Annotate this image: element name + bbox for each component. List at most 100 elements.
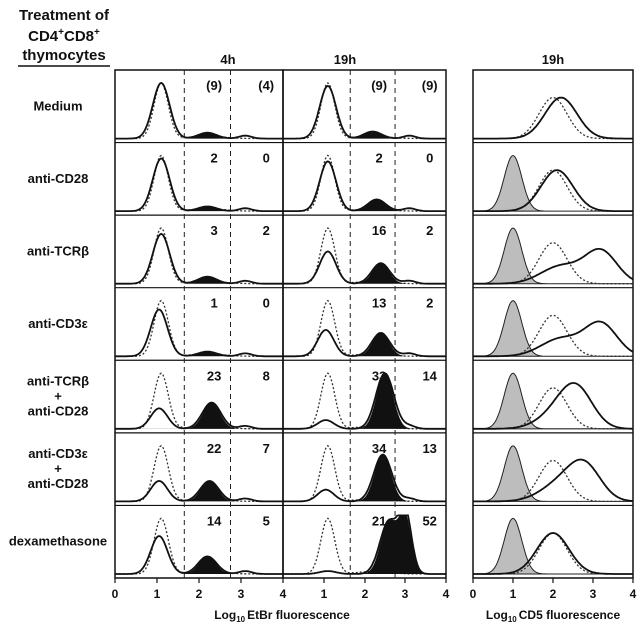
gate-count: 0 xyxy=(263,296,270,311)
apoptotic-fill xyxy=(115,402,283,429)
tick-label: 1 xyxy=(510,587,517,601)
sample-cd5-histogram xyxy=(473,532,633,575)
gate-count: 5 xyxy=(263,513,270,528)
tick-label: 2 xyxy=(550,587,557,601)
tick-label: 1 xyxy=(321,587,328,601)
row-label: + xyxy=(54,461,62,476)
tick-label: 4 xyxy=(630,587,637,601)
control-histogram xyxy=(283,299,446,357)
gate-count: 0 xyxy=(426,151,433,166)
sample-histogram xyxy=(115,157,283,212)
gate-count: 13 xyxy=(422,441,436,456)
x-axis-label-etbr: Log10 EtBr fluorescence xyxy=(214,608,350,624)
apoptotic-fill xyxy=(115,276,283,284)
control-histogram xyxy=(115,444,283,503)
gate-count: 33 xyxy=(372,368,386,383)
x-axis-label-cd5: Log10 CD5 fluorescence xyxy=(486,608,621,624)
gate-count: 2 xyxy=(211,151,218,166)
control-histogram xyxy=(283,227,446,285)
sample-histogram xyxy=(283,250,446,285)
row-label: + xyxy=(54,389,62,404)
row-label: dexamethasone xyxy=(9,534,107,549)
gate-count: 21 xyxy=(372,513,386,528)
sample-cd5-histogram xyxy=(473,248,634,285)
sample-histogram xyxy=(115,480,283,503)
row-label: anti-CD28 xyxy=(28,171,89,186)
column-title-4h: 4h xyxy=(220,52,235,67)
sample-histogram xyxy=(283,84,446,140)
gate-count: 13 xyxy=(372,296,386,311)
tick-label: 1 xyxy=(154,587,161,601)
apoptotic-fill xyxy=(283,131,446,139)
gate-count: 7 xyxy=(263,441,270,456)
row-labels: Medium anti-CD28 anti-TCRβ anti-CD3ε anti-TC… xyxy=(9,98,107,548)
row-label: Medium xyxy=(33,98,82,113)
tick-label: 2 xyxy=(196,587,203,601)
gate-count: 8 xyxy=(263,368,270,383)
gate-count: 22 xyxy=(207,441,221,456)
tick-label: 3 xyxy=(590,587,597,601)
row-label: anti-CD28 xyxy=(28,476,89,491)
sample-cd5-histogram xyxy=(473,96,633,140)
gate-count: 2 xyxy=(263,223,270,238)
tick-label: 3 xyxy=(238,587,245,601)
gate-count: 2 xyxy=(426,223,433,238)
column-title-19h-etbr: 19h xyxy=(334,52,356,67)
column-title-19h-cd5: 19h xyxy=(542,52,564,67)
gate-count: 3 xyxy=(211,223,218,238)
sample-cd5-histogram xyxy=(473,382,634,430)
gate-count: (9) xyxy=(371,78,387,93)
sample-histogram xyxy=(115,535,283,575)
gate-count: 0 xyxy=(263,151,270,166)
unstained-control-histogram xyxy=(472,300,634,357)
gate-count: (9) xyxy=(206,78,222,93)
sample-histogram xyxy=(283,514,446,575)
gate-count: 2 xyxy=(426,296,433,311)
sample-histogram xyxy=(283,160,446,212)
tick-label: 4 xyxy=(280,587,287,601)
sample-cd5-histogram xyxy=(473,458,634,503)
sample-histogram xyxy=(115,232,283,285)
gate-count: 34 xyxy=(372,441,387,456)
apoptotic-fill xyxy=(283,199,446,212)
control-histogram xyxy=(115,227,283,285)
sample-cd5-histogram xyxy=(473,169,633,212)
row-label: anti-CD28 xyxy=(28,404,89,419)
control-histogram xyxy=(115,372,283,430)
gate-counts: (9) (4)2 03 21 023 822 714 5(9) (9)2 016 213 233 143… xyxy=(206,78,438,528)
gate-count: 52 xyxy=(422,513,436,528)
sample-histogram xyxy=(115,308,283,358)
sample-histogram xyxy=(115,81,283,140)
unstained-control-histogram xyxy=(472,227,634,285)
control-histogram xyxy=(115,154,283,212)
gate-count: 14 xyxy=(422,368,437,383)
row-label: anti-CD3ε xyxy=(28,446,88,461)
row-label: anti-TCRβ xyxy=(27,374,89,389)
histograms xyxy=(115,81,634,575)
sample-histogram xyxy=(283,329,446,358)
gate-count: (9) xyxy=(422,78,438,93)
sample-cd5-histogram xyxy=(473,320,634,358)
row-dividers xyxy=(115,141,633,507)
axis-ticks: 0 1 2 3 4 1 2 3 4 0 1 2 3 4 xyxy=(112,577,637,601)
apoptotic-fill xyxy=(115,481,283,502)
tick-label: 4 xyxy=(443,587,450,601)
unstained-control-histogram xyxy=(472,445,634,502)
unstained-control-histogram xyxy=(472,154,634,212)
gate-count: (4) xyxy=(258,78,274,93)
apoptotic-fill xyxy=(115,556,283,574)
gate-count: 16 xyxy=(372,223,386,238)
tick-label: 2 xyxy=(362,587,369,601)
control-histogram xyxy=(115,82,283,140)
apoptotic-fill xyxy=(283,515,446,574)
gate-count: 1 xyxy=(211,296,218,311)
control-histogram xyxy=(115,517,283,575)
treatment-heading-line1: Treatment of xyxy=(19,7,110,24)
control-histogram xyxy=(115,299,283,357)
row-label: anti-CD3ε xyxy=(28,316,88,331)
gate-count: 23 xyxy=(207,368,221,383)
gate-count: 2 xyxy=(376,151,383,166)
sample-histogram xyxy=(283,372,446,430)
row-label: anti-TCRβ xyxy=(27,243,89,258)
